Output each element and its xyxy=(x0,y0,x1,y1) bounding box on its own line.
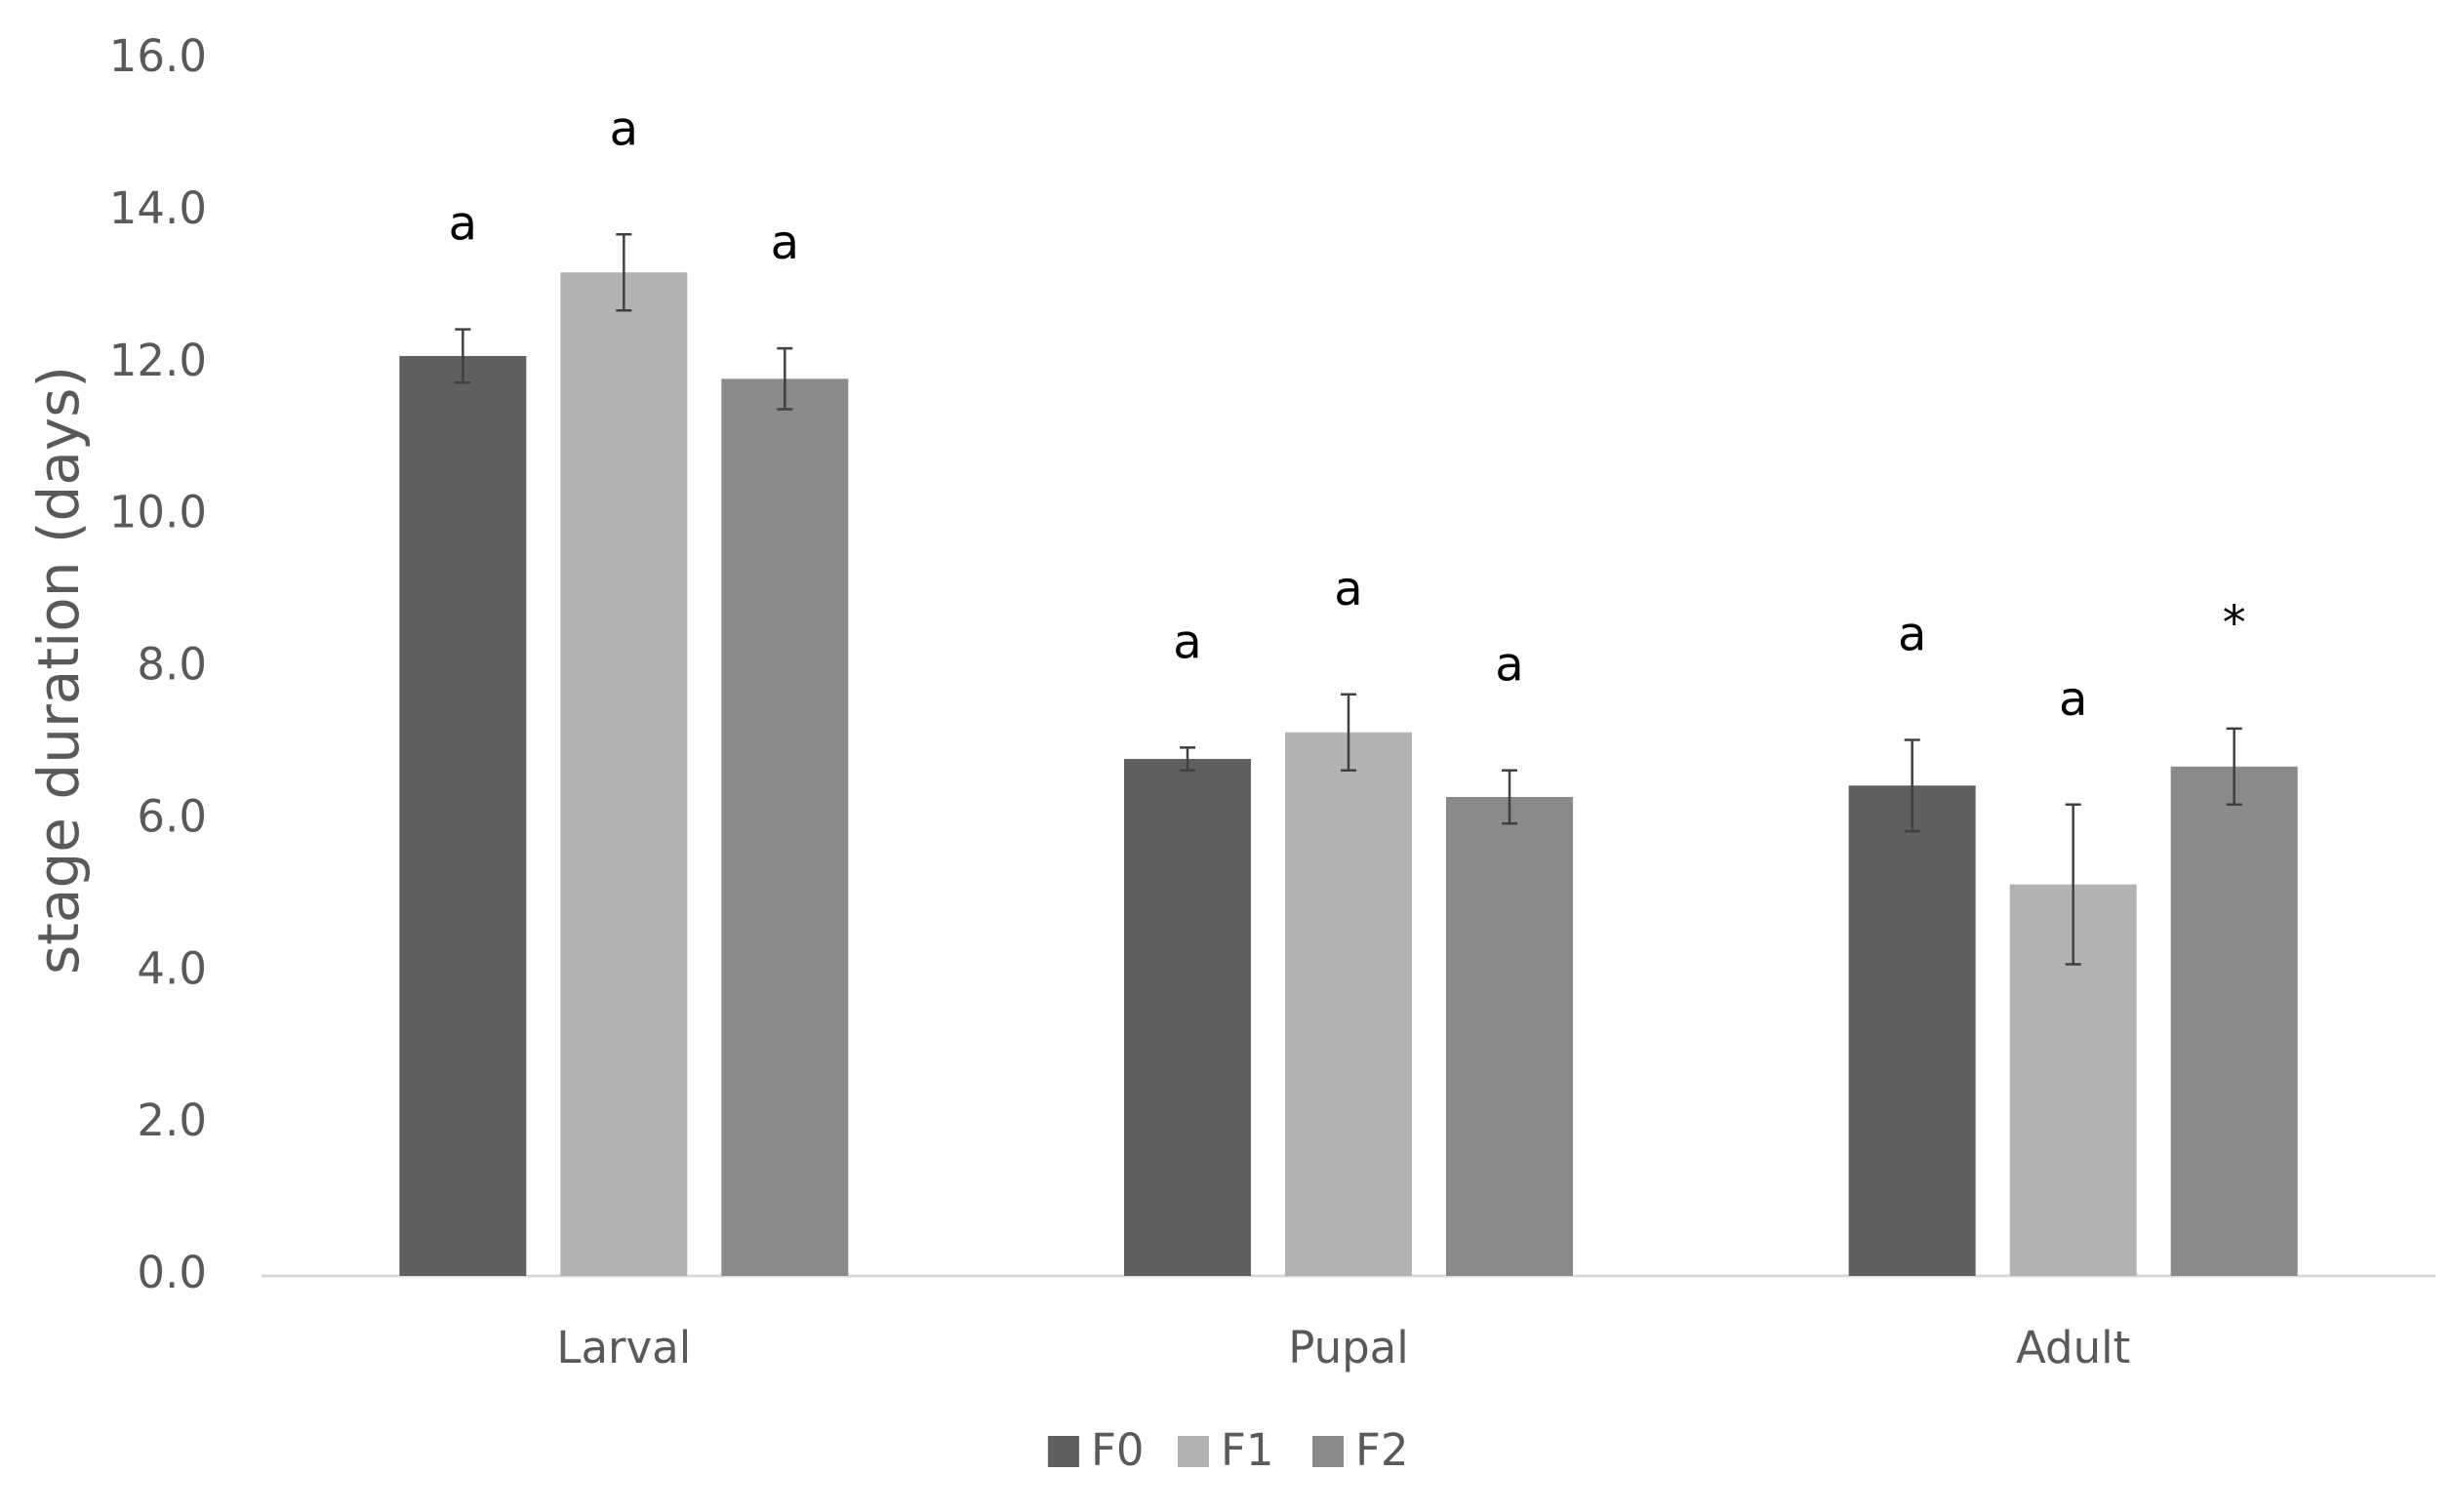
bar xyxy=(721,378,849,1276)
y-tick-label: 10.0 xyxy=(109,487,207,538)
y-tick-label: 8.0 xyxy=(137,639,207,691)
legend-swatch xyxy=(1178,1436,1209,1467)
significance-label: a xyxy=(449,197,477,252)
legend-swatch xyxy=(1048,1436,1079,1467)
significance-label: a xyxy=(610,101,638,156)
bar xyxy=(1124,759,1251,1276)
y-tick-label: 0.0 xyxy=(137,1247,207,1298)
legend-swatch xyxy=(1312,1436,1344,1467)
y-tick-label: 16.0 xyxy=(109,30,207,82)
y-tick-label: 14.0 xyxy=(109,182,207,234)
y-axis-title: stage duration (days) xyxy=(25,366,92,975)
bar xyxy=(560,272,688,1277)
legend-label: F0 xyxy=(1091,1424,1145,1476)
y-tick-label: 4.0 xyxy=(137,942,207,994)
significance-label: * xyxy=(2223,596,2246,651)
legend-label: F2 xyxy=(1355,1424,1409,1476)
y-tick-label: 12.0 xyxy=(109,335,207,386)
bar xyxy=(1848,785,1976,1276)
significance-label: a xyxy=(771,216,799,270)
significance-label: a xyxy=(1334,562,1362,617)
significance-label: a xyxy=(1173,615,1201,669)
x-tick-label: Pupal xyxy=(1288,1322,1409,1373)
bar xyxy=(1285,732,1412,1276)
significance-label: a xyxy=(1898,608,1926,662)
bar xyxy=(1446,796,1573,1276)
x-tick-label: Adult xyxy=(2016,1322,2130,1373)
legend-label: F1 xyxy=(1221,1424,1274,1476)
bar xyxy=(2170,766,2298,1276)
significance-label: a xyxy=(1495,638,1523,693)
bar xyxy=(399,355,527,1276)
significance-label: a xyxy=(2059,672,2087,727)
x-tick-label: Larval xyxy=(556,1322,691,1373)
y-tick-label: 2.0 xyxy=(137,1094,207,1146)
y-tick-label: 6.0 xyxy=(137,790,207,842)
